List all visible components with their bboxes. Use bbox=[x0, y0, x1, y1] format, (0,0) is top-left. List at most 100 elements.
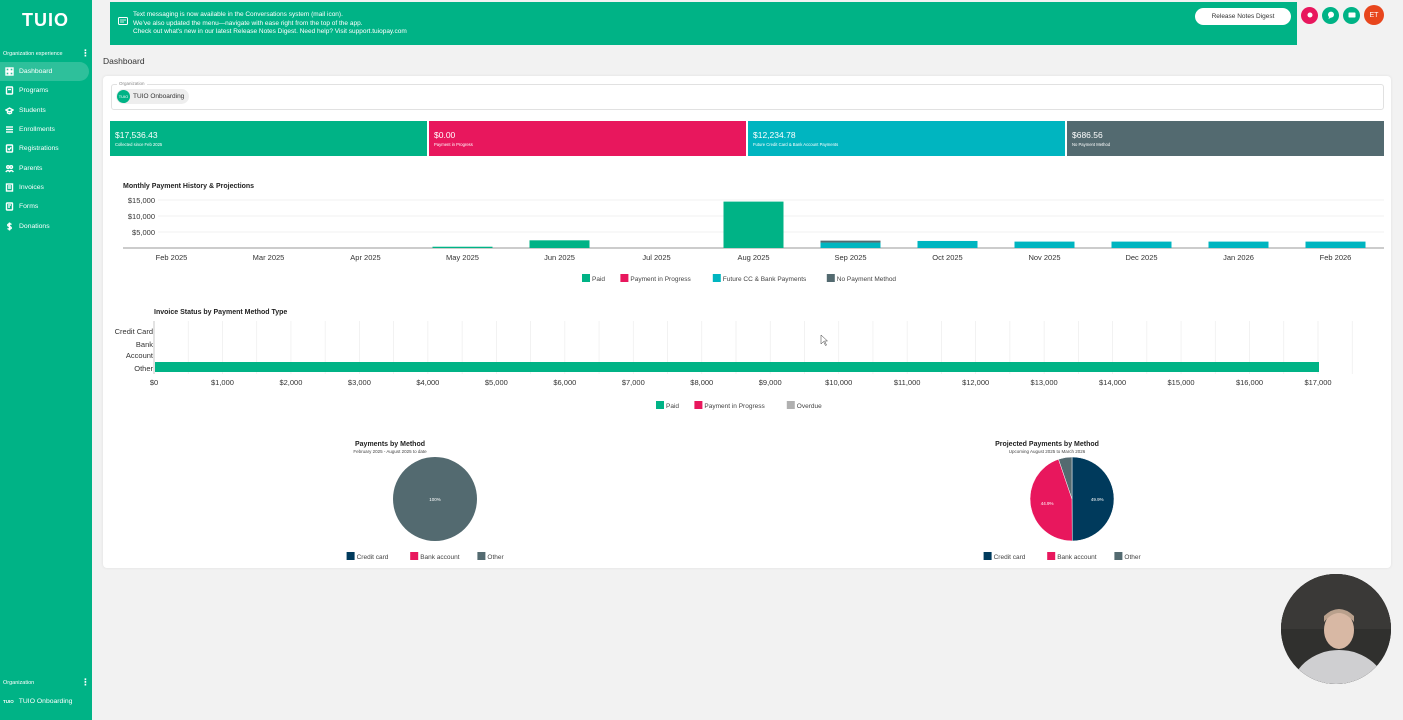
chart-title: Monthly Payment History & Projections bbox=[123, 183, 254, 190]
bar-paid bbox=[432, 246, 493, 248]
pie-legend-label: Bank account bbox=[1057, 554, 1097, 561]
sidebar-item-donations[interactable]: Donations bbox=[0, 216, 89, 235]
current-org[interactable]: TUIO TUIO Onboarding bbox=[3, 698, 72, 705]
x-tick-label: $8,000 bbox=[690, 378, 713, 387]
sidebar-item-label: Dashboard bbox=[19, 68, 53, 76]
sidebar-item-forms[interactable]: Forms bbox=[0, 197, 89, 216]
y-tick-label: Account bbox=[126, 351, 154, 360]
invoice-legend-swatch bbox=[786, 401, 795, 409]
programs-icon bbox=[5, 86, 14, 96]
bar-future-cc-bank-payments bbox=[1014, 241, 1075, 248]
user-avatar[interactable]: ET bbox=[1364, 5, 1384, 25]
release-notes-button[interactable]: Release Notes Digest bbox=[1195, 8, 1291, 25]
stat-label: Future Credit Card & Bank Account Paymen… bbox=[753, 142, 839, 147]
tuio-logo[interactable]: TUIO bbox=[22, 10, 69, 30]
stat-card[interactable]: $686.56 No Payment Method bbox=[1067, 121, 1384, 156]
bar-future-cc-bank-payments bbox=[1208, 241, 1269, 248]
stat-label: Payment in Progress bbox=[434, 142, 473, 147]
x-tick-label: $0 bbox=[150, 378, 158, 387]
monthly-legend-swatch bbox=[620, 274, 629, 282]
enrollments-icon bbox=[5, 125, 14, 134]
sidebar-item-enrollments[interactable]: Enrollments bbox=[0, 120, 89, 139]
x-tick-label: Jan 2026 bbox=[1223, 253, 1254, 262]
dashboard-icon bbox=[5, 67, 14, 76]
stat-value: $0.00 bbox=[434, 130, 456, 140]
pie-slice-other bbox=[393, 457, 477, 541]
x-tick-label: $13,000 bbox=[1031, 378, 1058, 387]
pie-legend-swatch bbox=[1047, 552, 1056, 560]
notification-icon[interactable] bbox=[1301, 6, 1318, 24]
x-tick-label: $17,000 bbox=[1304, 378, 1331, 387]
bar-future-cc-bank-payments bbox=[820, 242, 881, 248]
webcam-overlay bbox=[1281, 574, 1391, 684]
org-kebab-icon[interactable]: ⋮ bbox=[81, 677, 90, 687]
sidebar-item-label: Invoices bbox=[19, 183, 44, 191]
y-tick-label: Credit Card bbox=[115, 327, 153, 336]
bar-future-cc-bank-payments bbox=[1111, 241, 1172, 248]
stat-card[interactable]: $17,536.43 Collected since Feb 2025 bbox=[110, 121, 427, 156]
stat-value: $686.56 bbox=[1072, 130, 1103, 140]
mail-icon[interactable] bbox=[1343, 6, 1360, 24]
x-tick-label: Dec 2025 bbox=[1125, 253, 1157, 262]
pie-data-label: 44.9% bbox=[1041, 501, 1054, 506]
pie-slice-bank-account bbox=[1029, 458, 1073, 542]
pie-subtitle: Upcoming August 2025 to March 2026 bbox=[1009, 449, 1086, 454]
kebab-menu-icon[interactable]: ⋮ bbox=[81, 48, 90, 58]
sidebar-item-registrations[interactable]: Registrations bbox=[0, 139, 89, 158]
banner-line[interactable]: Check out what's new in our latest Relea… bbox=[133, 28, 407, 36]
monthly-legend-label: Future CC & Bank Payments bbox=[723, 276, 807, 283]
stat-card[interactable]: $0.00 Payment in Progress bbox=[429, 121, 746, 156]
x-tick-label: $1,000 bbox=[211, 378, 234, 387]
x-tick-label: $9,000 bbox=[759, 378, 782, 387]
x-tick-label: Nov 2025 bbox=[1028, 253, 1060, 262]
sidebar-item-parents[interactable]: Parents bbox=[0, 158, 89, 177]
org-chip-label: TUIO Onboarding bbox=[133, 93, 185, 100]
sidebar-item-dashboard[interactable]: Dashboard bbox=[0, 62, 89, 82]
x-tick-label: May 2025 bbox=[446, 253, 479, 262]
y-tick-label: Bank bbox=[136, 340, 153, 349]
chat-icon[interactable] bbox=[1322, 6, 1339, 24]
org-experience: Organization experience ⋮ bbox=[3, 48, 90, 59]
x-tick-label: Jul 2025 bbox=[642, 253, 670, 262]
forms-icon bbox=[5, 202, 14, 211]
sidebar-item-students[interactable]: Students bbox=[0, 101, 89, 120]
pie-legend-swatch bbox=[346, 552, 355, 560]
dashboard-card: Organization TUIO TUIO Onboarding $17,53… bbox=[103, 76, 1391, 568]
pie-title: Projected Payments by Method bbox=[995, 441, 1099, 448]
sidebar-item-label: Forms bbox=[19, 203, 39, 211]
stat-card[interactable]: $12,234.78 Future Credit Card & Bank Acco… bbox=[748, 121, 1065, 156]
monthly-legend-swatch bbox=[712, 274, 721, 282]
page-title: Dashboard bbox=[103, 56, 145, 66]
stat-value: $12,234.78 bbox=[753, 130, 796, 140]
sidebar-item-programs[interactable]: Programs bbox=[0, 81, 89, 100]
pie-legend-swatch bbox=[410, 552, 419, 560]
invoice-legend-label: Overdue bbox=[797, 403, 822, 410]
stat-label: Collected since Feb 2025 bbox=[115, 142, 163, 147]
sidebar-item-invoices[interactable]: Invoices bbox=[0, 178, 89, 197]
monthly-legend-swatch bbox=[582, 274, 590, 282]
presenter-video bbox=[1281, 574, 1391, 684]
org-experience-label: Organization experience bbox=[3, 50, 63, 57]
x-tick-label: $11,000 bbox=[894, 378, 921, 387]
invoice-legend-label: Paid bbox=[666, 403, 679, 410]
x-tick-label: $15,000 bbox=[1167, 378, 1194, 387]
pie-legend-label: Bank account bbox=[420, 554, 460, 561]
invoice-status-chart: Invoice Status by Payment Method Type $0 $… bbox=[115, 309, 1353, 410]
org-section: Organization ⋮ bbox=[3, 677, 90, 688]
parents-icon bbox=[5, 164, 14, 173]
pie-data-label: 49.9% bbox=[1091, 497, 1104, 502]
pie-title: Payments by Method bbox=[355, 441, 425, 448]
organization-chip[interactable]: TUIO TUIO Onboarding bbox=[116, 89, 190, 104]
bar-paid bbox=[529, 240, 590, 248]
org-mini-logo: TUIO bbox=[3, 699, 14, 704]
x-tick-label: $12,000 bbox=[962, 378, 989, 387]
org-name: TUIO Onboarding bbox=[18, 698, 73, 705]
x-tick-label: Sep 2025 bbox=[834, 253, 866, 262]
invoice-legend-swatch bbox=[694, 401, 703, 409]
monthly-legend-label: Paid bbox=[592, 276, 605, 283]
donations-icon bbox=[5, 222, 14, 231]
stat-value: $17,536.43 bbox=[115, 130, 158, 140]
organization-select[interactable]: Organization TUIO TUIO Onboarding bbox=[111, 81, 1384, 110]
x-tick-label: Jun 2025 bbox=[544, 253, 575, 262]
